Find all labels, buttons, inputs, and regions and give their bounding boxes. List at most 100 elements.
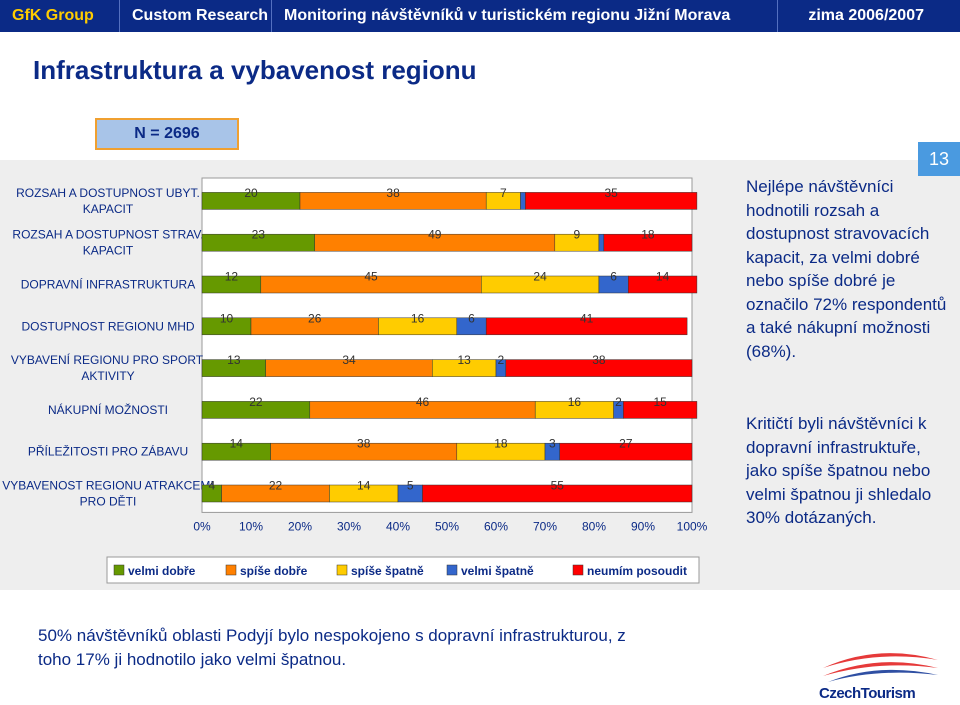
bar-segment [623, 401, 698, 419]
category-label: ROZSAH A DOSTUPNOST UBYT. KAPACIT [16, 186, 200, 216]
data-label: 24 [533, 270, 547, 284]
x-tick-label: 50% [435, 519, 459, 533]
category-label-line: VYBAVENÍ REGIONU PRO SPORT. [11, 352, 205, 367]
data-label: 20 [244, 186, 258, 200]
bar-segment [520, 192, 526, 210]
bar-segment [559, 442, 693, 461]
legend-label: velmi dobře [128, 564, 196, 578]
x-tick-label: 40% [386, 519, 410, 533]
data-label: 35 [604, 186, 618, 200]
bar-segment [485, 317, 688, 336]
data-label: 18 [494, 437, 508, 451]
season-label: zima 2006/2007 [808, 7, 924, 24]
bar-segment [603, 233, 693, 252]
legend-swatch [572, 564, 584, 576]
page-title: Infrastruktura a vybavenost regionu [33, 55, 477, 85]
logo-text: CzechTourism [819, 685, 916, 702]
data-label: 55 [551, 479, 565, 493]
data-label: 49 [428, 228, 442, 242]
data-label: 23 [252, 228, 266, 242]
data-label: 18 [641, 228, 655, 242]
division-label: Custom Research [120, 0, 272, 32]
data-label: 34 [342, 353, 356, 367]
category-label: PŘÍLEŽITOSTI PRO ZÁBAVU [28, 444, 188, 459]
x-tick-label: 100% [677, 519, 708, 533]
data-label: 2 [615, 395, 622, 409]
category-label: NÁKUPNÍ MOŽNOSTI [48, 402, 168, 417]
data-label: 45 [364, 270, 378, 284]
x-tick-label: 0% [193, 519, 211, 533]
page-number: 13 [918, 142, 960, 176]
x-tick-label: 70% [533, 519, 557, 533]
data-label: 46 [416, 395, 430, 409]
data-label: 14 [656, 270, 670, 284]
data-label: 38 [386, 186, 400, 200]
category-label-line: AKTIVITY [81, 369, 134, 383]
bar-segment [598, 233, 605, 252]
x-tick-label: 90% [631, 519, 655, 533]
data-label: 4 [208, 479, 215, 493]
legend-swatch [225, 564, 237, 576]
category-label: VYBAVENOST REGIONU ATRAKCEMI PRO DĚTI [2, 479, 213, 509]
data-label: 6 [468, 311, 475, 325]
x-tick-label: 20% [288, 519, 312, 533]
category-label: ROZSAH A DOSTUPNOST STRAV. KAPACIT [12, 228, 203, 258]
x-tick-label: 10% [239, 519, 263, 533]
category-label: DOPRAVNÍ INFRASTRUKTURA [21, 277, 195, 292]
data-label: 14 [357, 479, 371, 493]
category-label: VYBAVENÍ REGIONU PRO SPORT. AKTIVITY [11, 352, 205, 383]
data-label: 22 [269, 479, 283, 493]
plot-area [201, 177, 693, 513]
category-label-line: KAPACIT [83, 244, 134, 258]
data-label: 38 [592, 353, 606, 367]
bar-segment [505, 359, 693, 377]
data-label: 16 [568, 395, 582, 409]
bar-segment [628, 275, 698, 294]
category-label-line: DOPRAVNÍ INFRASTRUKTURA [21, 277, 195, 292]
data-label: 16 [411, 311, 425, 325]
category-label-line: PŘÍLEŽITOSTI PRO ZÁBAVU [28, 444, 188, 459]
data-label: 2 [498, 353, 505, 367]
footnote-text: 50% návštěvníků oblasti Podyjí bylo nesp… [38, 626, 626, 669]
category-label-line: DOSTUPNOST REGIONU MHD [21, 319, 194, 333]
data-label: 22 [249, 395, 263, 409]
data-label: 15 [653, 395, 667, 409]
data-label: 41 [580, 311, 594, 325]
category-label-line: VYBAVENOST REGIONU ATRAKCEMI [2, 479, 213, 493]
data-label: 9 [574, 228, 581, 242]
legend-label: velmi špatně [461, 564, 534, 578]
data-label: 3 [549, 437, 556, 451]
x-tick-label: 30% [337, 519, 361, 533]
data-label: 10 [220, 311, 234, 325]
legend-box [106, 556, 700, 584]
category-label-line: KAPACIT [83, 202, 134, 216]
legend-label: spíše špatně [351, 564, 424, 578]
brand-label: GfK Group [0, 0, 120, 32]
legend-label: neumím posoudit [587, 564, 687, 578]
data-label: 14 [230, 437, 244, 451]
data-label: 13 [227, 353, 241, 367]
data-label: 38 [357, 437, 371, 451]
data-label: 13 [457, 353, 471, 367]
x-tick-label: 60% [484, 519, 508, 533]
category-label-line: ROZSAH A DOSTUPNOST UBYT. [16, 186, 200, 200]
legend-swatch [113, 564, 125, 576]
bar-segment [422, 484, 693, 503]
summary-text-positive: Nejlépe návštěvníci hodnotili rozsah a d… [746, 177, 947, 361]
legend-label: spíše dobře [240, 564, 308, 578]
data-label: 6 [610, 270, 617, 284]
category-label-line: NÁKUPNÍ MOŽNOSTI [48, 402, 168, 417]
summary-text-critical: Kritičtí byli návštěvníci k dopravní inf… [746, 414, 932, 527]
data-label: 12 [225, 270, 239, 284]
category-label-line: PRO DĚTI [80, 494, 137, 509]
sample-size-box: N = 2696 [95, 118, 239, 150]
legend-swatch [336, 564, 348, 576]
bar-segment [525, 192, 698, 210]
report-title: Monitoring návštěvníků v turistickém reg… [272, 0, 778, 32]
x-tick-label: 80% [582, 519, 606, 533]
data-label: 27 [619, 437, 633, 451]
data-label: 7 [500, 186, 507, 200]
data-label: 5 [407, 479, 414, 493]
data-label: 26 [308, 311, 322, 325]
